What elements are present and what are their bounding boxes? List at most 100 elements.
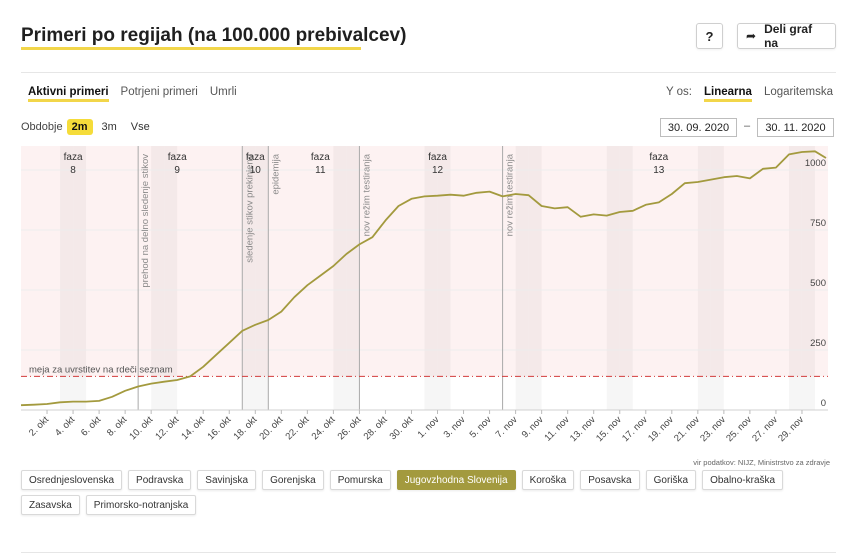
period-2m-button[interactable]: 2m	[66, 119, 93, 135]
x-tick-label: 24. okt	[310, 414, 338, 442]
metric-tabs: Aktivni primeri Potrjeni primeri Umrli	[28, 86, 237, 102]
weekend-band	[346, 146, 359, 410]
weekend-band	[255, 146, 268, 410]
weekend-band	[438, 146, 451, 410]
x-tick-label: 22. okt	[284, 414, 312, 442]
help-button[interactable]: ?	[696, 23, 723, 49]
phase-number: 10	[250, 165, 262, 176]
date-range-separator: –	[744, 120, 751, 132]
phase-bands	[21, 146, 828, 410]
weekend-band	[698, 146, 711, 410]
region-button-posavska[interactable]: Posavska	[580, 470, 640, 490]
tab-confirmed-cases[interactable]: Potrjeni primeri	[120, 86, 198, 98]
x-tick-label: 25. nov	[724, 414, 754, 444]
region-button-primorsko-notranjska[interactable]: Primorsko-notranjska	[85, 495, 197, 515]
series-line	[20, 150, 827, 407]
period-selector: Obdobje 2m 3m Vse	[21, 119, 155, 135]
weekend-band	[620, 146, 633, 410]
weekend-band	[607, 146, 620, 410]
x-tick-label: 15. nov	[594, 414, 624, 444]
y-tick-label: 0	[821, 398, 826, 409]
x-tick-label: 18. okt	[231, 414, 259, 442]
region-button-podravska[interactable]: Podravska	[128, 470, 192, 490]
threshold-group: meja za uvrstitev na rdeči seznam	[21, 364, 828, 377]
y-tick-label: 750	[810, 218, 826, 229]
y-axis-log-option[interactable]: Logaritemska	[763, 86, 833, 98]
phase-label: faza	[428, 152, 447, 163]
x-tick-label: 5. nov	[468, 414, 494, 440]
phase-labels: faza 8 faza 9 faza 10 faza 11 faza 12 faza 13	[64, 152, 669, 176]
phase-number: 8	[70, 165, 76, 176]
x-tick-label: 27. nov	[750, 414, 780, 444]
region-button-pomurska[interactable]: Pomurska	[329, 470, 391, 490]
y-tick-label: 500	[810, 278, 826, 289]
x-tick-label: 10. okt	[127, 414, 155, 442]
threshold-label: meja za uvrstitev na rdeči seznam	[29, 364, 173, 375]
x-tick-label: 8. okt	[105, 414, 129, 438]
cases-line-chart: prehod na delno sledenje stikov sledenje …	[20, 146, 828, 444]
region-selector: Osrednjeslovenska Podravska Savinjska Go…	[21, 470, 821, 515]
x-tick-label: 7. nov	[494, 414, 520, 440]
weekend-band	[529, 146, 542, 410]
x-tick-label: 14. okt	[179, 414, 207, 442]
phase-label: faza	[311, 152, 330, 163]
tab-deaths[interactable]: Umrli	[209, 86, 237, 98]
alert-zone	[21, 146, 828, 377]
divider	[21, 72, 836, 73]
x-tick-label: 6. okt	[79, 414, 103, 438]
region-button-gorenjska[interactable]: Gorenjska	[262, 470, 324, 490]
phase-label: faza	[246, 152, 265, 163]
phase-label: faza	[649, 152, 668, 163]
date-to-input[interactable]: 30. 11. 2020	[757, 118, 834, 137]
phase-label: faza	[64, 152, 83, 163]
period-label: Obdobje	[21, 121, 63, 133]
x-tick-label: 2. okt	[27, 414, 51, 438]
x-tick-label: 12. okt	[153, 414, 181, 442]
phase-number: 12	[432, 165, 444, 176]
period-3m-button[interactable]: 3m	[101, 121, 117, 133]
region-button-koroska[interactable]: Koroška	[521, 470, 575, 490]
x-tick-label: 16. okt	[205, 414, 233, 442]
phase-number: 13	[653, 165, 665, 176]
period-all-button[interactable]: Vse	[130, 121, 150, 133]
x-tick-label: 19. nov	[646, 414, 676, 444]
region-button-jugovzhodna-slovenija[interactable]: Jugovzhodna Slovenija	[396, 470, 516, 490]
y-axis-toggle: Y os: Linearna Logaritemska	[666, 86, 833, 102]
x-tick-label: 4. okt	[53, 414, 77, 438]
x-tick-label: 28. okt	[362, 414, 390, 442]
divider	[21, 552, 836, 553]
weekend-band	[333, 146, 346, 410]
share-arrow-icon: ➦	[746, 29, 757, 43]
event-label: nov režim testiranja	[361, 153, 372, 236]
share-button-label: Deli graf na	[764, 22, 813, 50]
phase-number: 11	[315, 165, 326, 176]
title-underline	[21, 47, 361, 50]
region-button-savinjska[interactable]: Savinjska	[197, 470, 257, 490]
region-button-zasavska[interactable]: Zasavska	[21, 495, 80, 515]
weekend-band	[425, 146, 438, 410]
x-tick-label: 1. nov	[416, 414, 442, 440]
date-from-input[interactable]: 30. 09. 2020	[660, 118, 737, 137]
page-title: Primeri po regijah (na 100.000 prebivalc…	[21, 25, 407, 46]
y-axis: 0 250 500 750 1000	[805, 158, 826, 409]
x-tick-label: 29. nov	[776, 414, 806, 444]
event-label: prehod na delno sledenje stikov	[140, 154, 151, 288]
region-button-goriska[interactable]: Goriška	[645, 470, 697, 490]
share-button[interactable]: ➦ Deli graf na	[737, 22, 836, 50]
region-button-obalno-kraska[interactable]: Obalno-kraška	[702, 470, 784, 490]
x-tick-label: 11. nov	[542, 414, 571, 443]
x-tick-label: 23. nov	[698, 414, 728, 444]
x-tick-label: 17. nov	[620, 414, 650, 444]
x-tick-label: 3. nov	[442, 414, 468, 440]
x-tick-label: 20. okt	[257, 414, 285, 442]
series-group	[20, 150, 827, 407]
tab-active-cases[interactable]: Aktivni primeri	[28, 86, 109, 102]
y-tick-label: 250	[810, 338, 826, 349]
region-button-osrednjeslovenska[interactable]: Osrednjeslovenska	[21, 470, 123, 490]
x-tick-label: 21. nov	[672, 414, 702, 444]
phase-number: 9	[174, 165, 180, 176]
y-axis-toggle-label: Y os:	[666, 86, 692, 98]
y-axis-linear-option[interactable]: Linearna	[704, 86, 752, 102]
x-tick-label: 26. okt	[336, 414, 364, 442]
weekend-band	[516, 146, 529, 410]
